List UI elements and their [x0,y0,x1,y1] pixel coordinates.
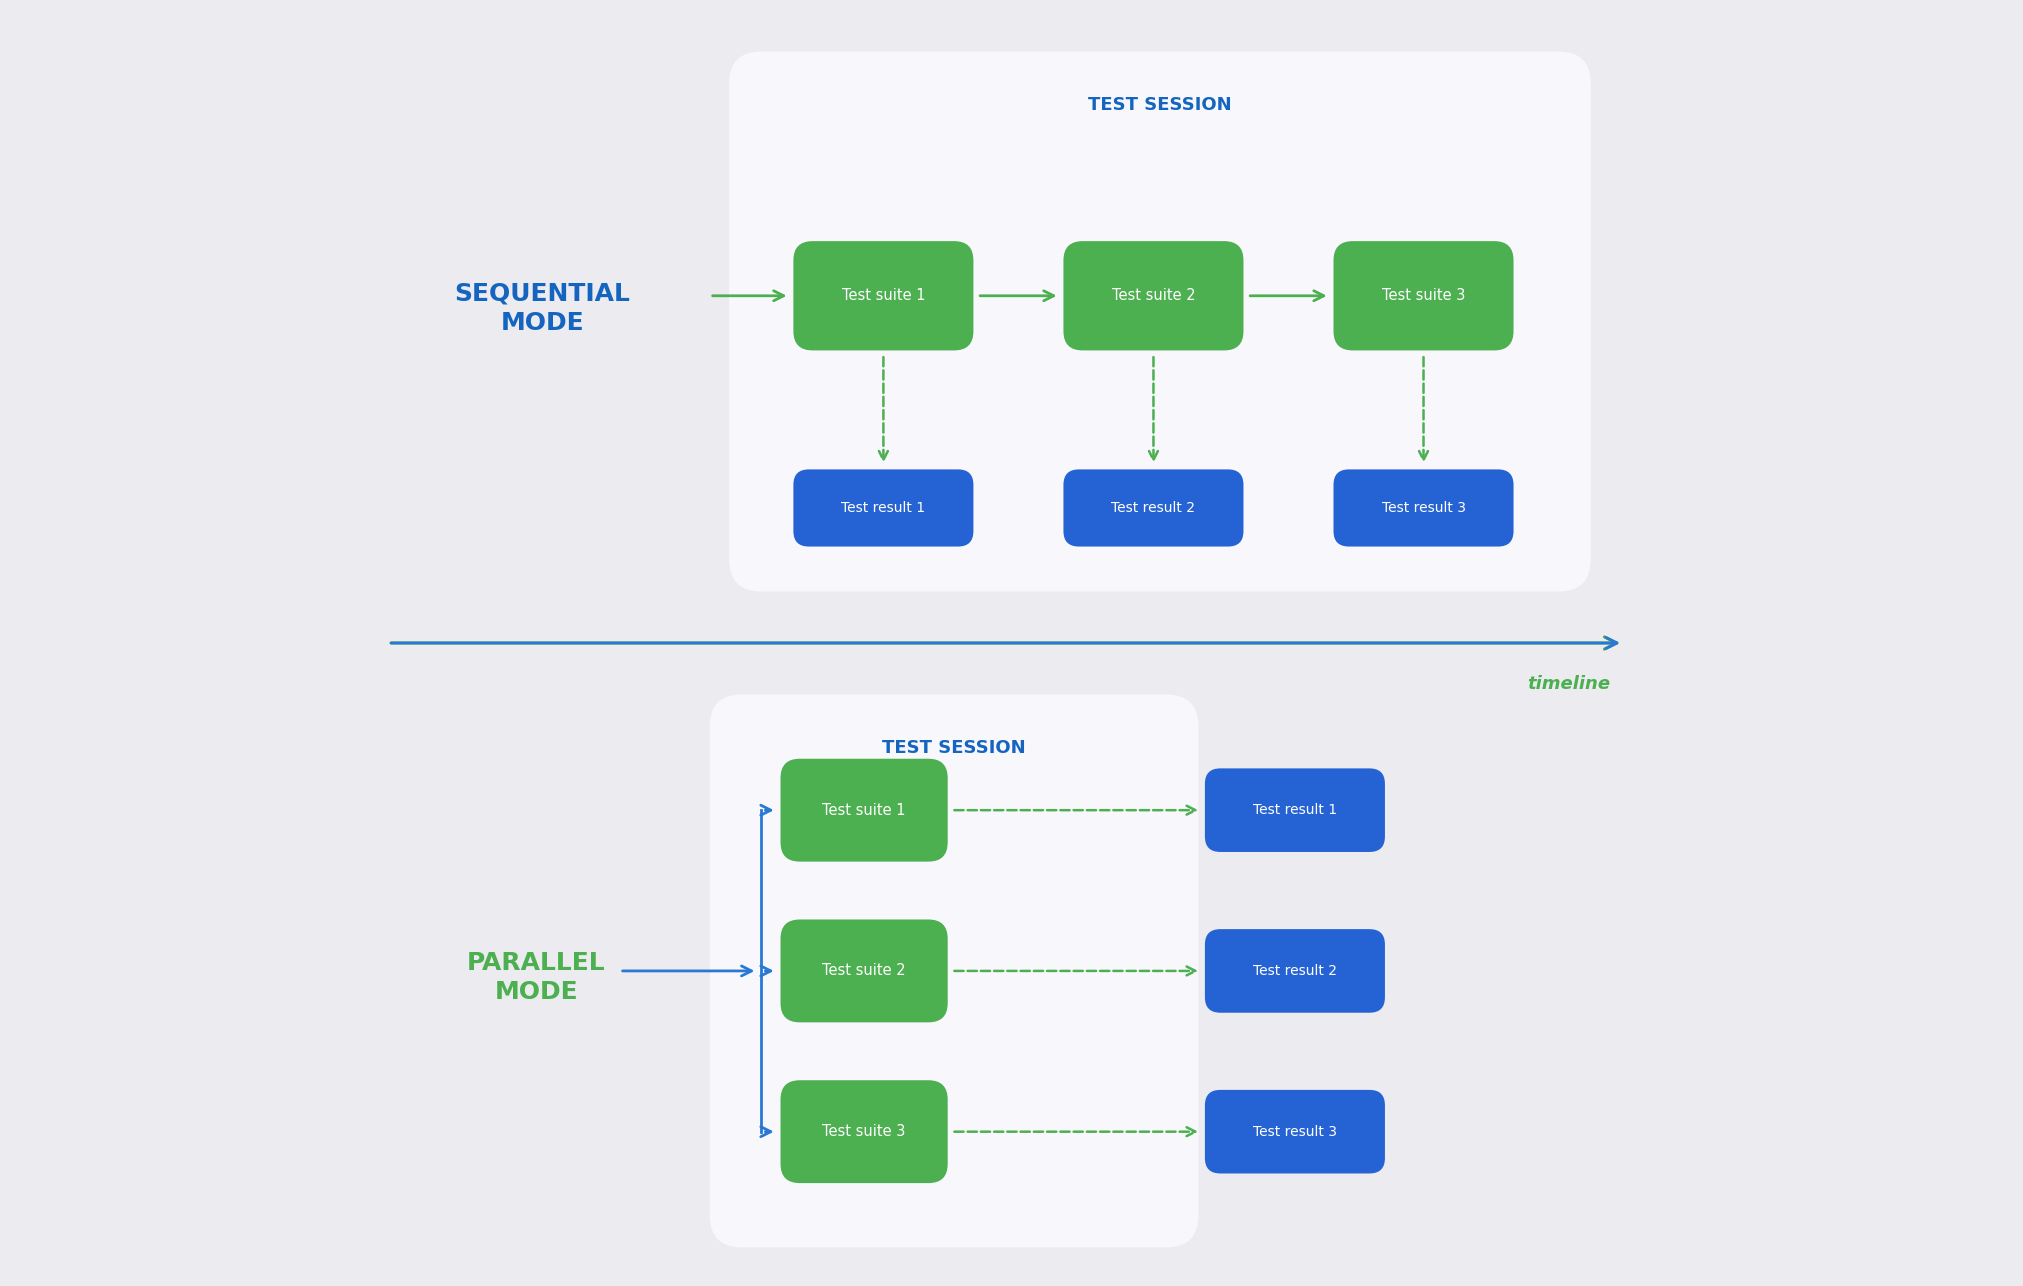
Text: PARALLEL
MODE: PARALLEL MODE [467,950,605,1004]
Text: Test result 3: Test result 3 [1382,502,1465,514]
Text: Test result 1: Test result 1 [842,502,925,514]
Text: Test result 2: Test result 2 [1252,964,1337,977]
FancyBboxPatch shape [1204,928,1384,1013]
FancyBboxPatch shape [781,759,947,862]
FancyBboxPatch shape [1333,469,1513,547]
Text: timeline: timeline [1525,675,1608,693]
Text: Test suite 2: Test suite 2 [821,963,906,979]
Text: TEST SESSION: TEST SESSION [882,739,1026,757]
FancyBboxPatch shape [1204,768,1384,853]
FancyBboxPatch shape [793,469,973,547]
Text: Test suite 2: Test suite 2 [1111,288,1196,303]
Text: Test suite 1: Test suite 1 [821,802,906,818]
FancyBboxPatch shape [710,694,1198,1247]
FancyBboxPatch shape [1062,242,1242,351]
FancyBboxPatch shape [781,919,947,1022]
FancyBboxPatch shape [1333,242,1513,351]
FancyBboxPatch shape [1204,1091,1384,1173]
Text: Test suite 3: Test suite 3 [1382,288,1465,303]
Text: TEST SESSION: TEST SESSION [1088,96,1232,114]
FancyBboxPatch shape [793,242,973,351]
Text: Test result 1: Test result 1 [1252,804,1337,817]
Text: Test result 3: Test result 3 [1252,1125,1337,1138]
FancyBboxPatch shape [728,51,1590,592]
Text: SEQUENTIAL
MODE: SEQUENTIAL MODE [455,282,631,336]
Text: Test suite 1: Test suite 1 [842,288,925,303]
Text: Test suite 3: Test suite 3 [821,1124,906,1139]
FancyBboxPatch shape [1062,469,1242,547]
FancyBboxPatch shape [781,1080,947,1183]
Text: Test result 2: Test result 2 [1111,502,1196,514]
